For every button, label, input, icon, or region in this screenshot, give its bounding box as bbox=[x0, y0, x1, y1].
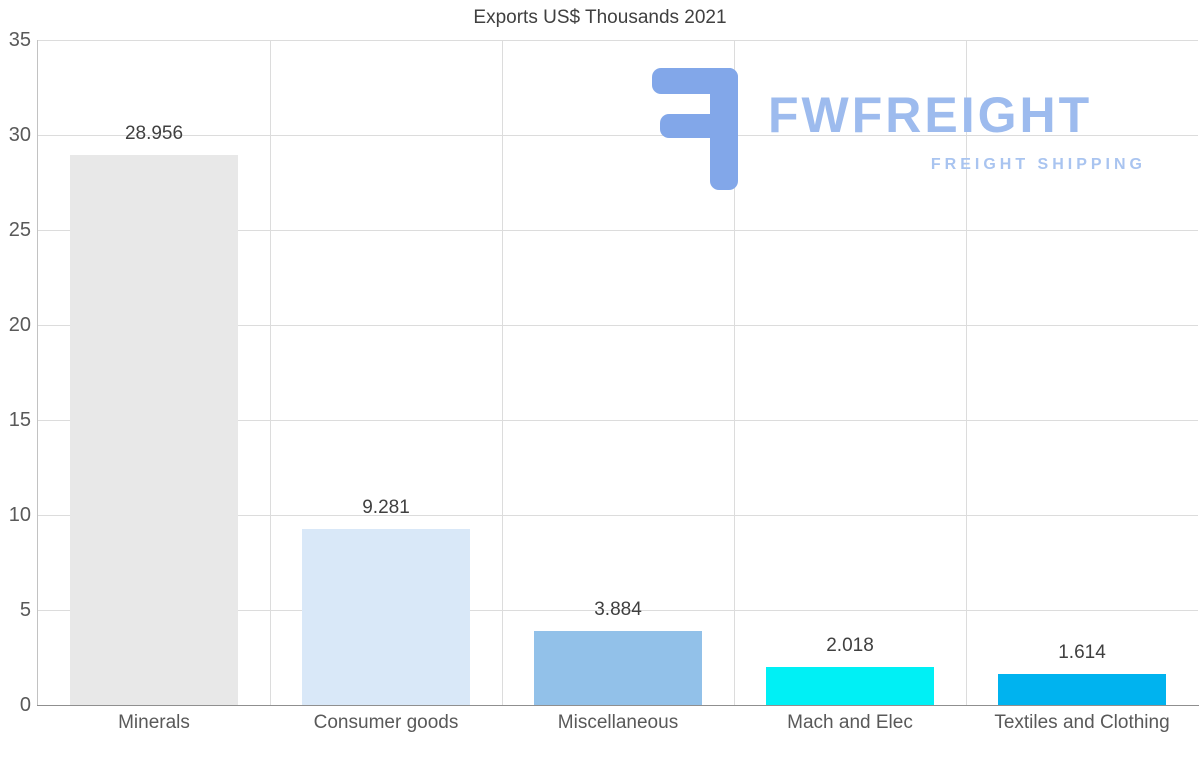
gridline-horizontal bbox=[38, 610, 1198, 611]
x-axis-category-label-mach-and-elec: Mach and Elec bbox=[787, 712, 913, 733]
bar-consumer-goods bbox=[302, 528, 470, 705]
bar-value-label-textiles-and-clothing: 1.614 bbox=[1058, 642, 1106, 664]
gridline-horizontal bbox=[38, 135, 1198, 136]
gridline-horizontal bbox=[38, 515, 1198, 516]
bar-value-label-consumer-goods: 9.281 bbox=[362, 496, 410, 518]
bar-value-label-mach-and-elec: 2.018 bbox=[826, 634, 874, 656]
x-axis-category-label-miscellaneous: Miscellaneous bbox=[557, 712, 679, 733]
gridline-vertical bbox=[502, 40, 503, 705]
bar-mach-and-elec bbox=[766, 666, 934, 705]
gridline-vertical bbox=[734, 40, 735, 705]
y-axis-line bbox=[37, 40, 38, 706]
y-axis-tick-label: 35 bbox=[8, 29, 31, 51]
y-axis-tick-label: 10 bbox=[8, 504, 31, 526]
logo-tagline: FREIGHT SHIPPING bbox=[930, 156, 1146, 173]
fwfreight-logo: FWFREIGHT FREIGHT SHIPPING bbox=[650, 68, 1150, 193]
x-axis-line bbox=[37, 705, 1199, 706]
y-axis-tick-label: 25 bbox=[8, 219, 31, 241]
x-axis-category-label-minerals: Minerals bbox=[118, 712, 190, 733]
plot-area: 28.956 9.281 3.884 2.018 1.614 bbox=[38, 40, 1198, 705]
y-axis-tick-label: 5 bbox=[19, 599, 31, 621]
bar-minerals bbox=[70, 154, 238, 705]
logo-brand-text: FWFREIGHT bbox=[768, 87, 1093, 143]
gridline-horizontal bbox=[38, 230, 1198, 231]
chart-title: Exports US$ Thousands 2021 bbox=[473, 7, 727, 28]
bar-miscellaneous bbox=[534, 631, 702, 705]
gridline-vertical bbox=[270, 40, 271, 705]
bar-value-label-miscellaneous: 3.884 bbox=[594, 599, 642, 621]
y-axis-tick-label: 20 bbox=[8, 314, 31, 336]
y-axis-tick-label: 15 bbox=[8, 409, 31, 431]
x-axis-category-label-consumer-goods: Consumer goods bbox=[313, 712, 459, 733]
gridline-vertical bbox=[966, 40, 967, 705]
bar-value-label-minerals: 28.956 bbox=[124, 122, 184, 144]
gridline-horizontal bbox=[38, 40, 1198, 41]
x-axis-category-label-textiles-and-clothing: Textiles and Clothing bbox=[994, 712, 1170, 733]
y-axis-tick-label: 0 bbox=[19, 694, 31, 716]
y-axis-tick-label: 30 bbox=[8, 124, 31, 146]
bar-textiles-and-clothing bbox=[998, 674, 1166, 705]
gridline-horizontal bbox=[38, 325, 1198, 326]
gridline-horizontal bbox=[38, 420, 1198, 421]
fwfreight-logo-icon bbox=[652, 68, 738, 190]
